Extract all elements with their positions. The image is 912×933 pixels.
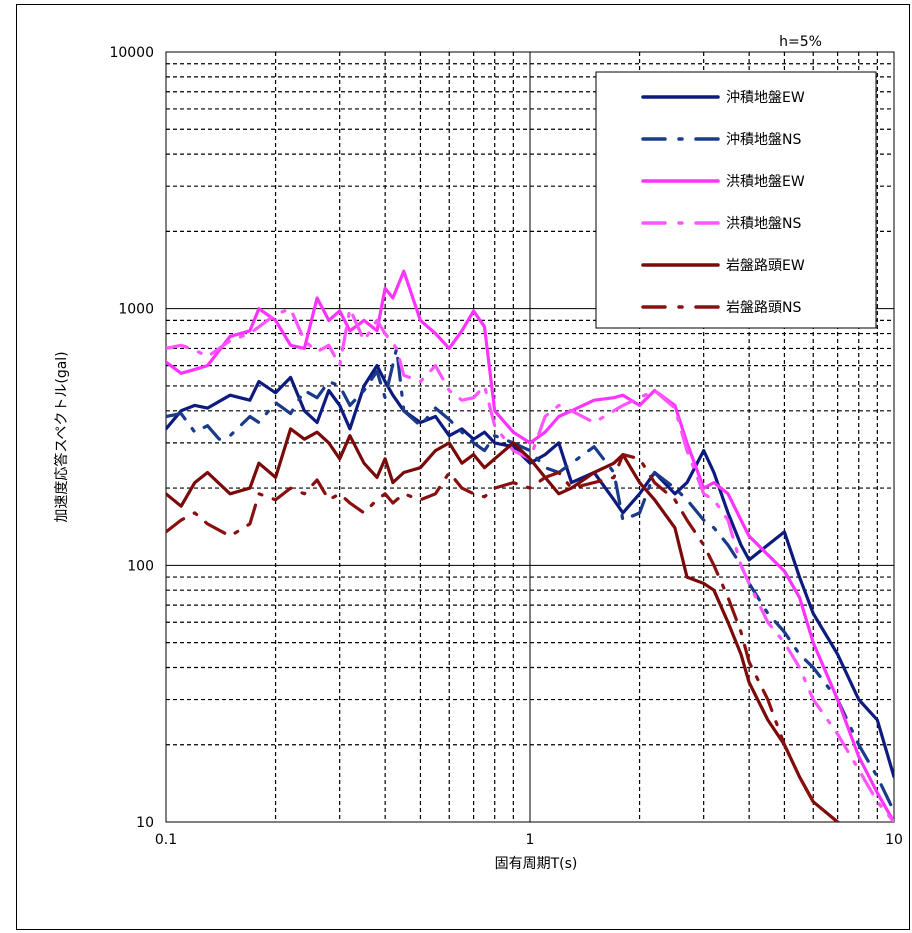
y-tick-label: 10 — [136, 815, 154, 831]
series-line-6 — [166, 453, 841, 822]
legend-label: 岩盤路頭NS — [726, 300, 801, 316]
series-line-2 — [166, 346, 894, 814]
legend: 沖積地盤EW 沖積地盤NS 洪積地盤EW 洪積地盤NS 岩盤路頭EW 岩盤路頭NS — [595, 71, 877, 329]
damping-annotation: h=5% — [779, 34, 822, 50]
x-axis-title: 固有周期T(s) — [495, 856, 578, 872]
series-layer — [166, 269, 894, 822]
x-tick-label: 10 — [885, 832, 903, 848]
plot-grid — [166, 52, 894, 822]
series-line-1 — [166, 364, 894, 779]
x-tick-label: 1 — [526, 832, 535, 848]
y-axis-title: 加速度応答スペクトル(gal) — [53, 351, 70, 522]
y-tick-label: 100 — [127, 558, 154, 574]
legend-label: 洪積地盤EW — [726, 174, 805, 190]
legend-label: 岩盤路頭EW — [726, 258, 805, 274]
tick-labels: 0.1 1 10 10 100 1000 10000 — [109, 45, 902, 848]
chart-frame — [16, 4, 910, 930]
series-line-5 — [166, 427, 841, 822]
plot-area-border — [165, 51, 895, 823]
legend-label: 洪積地盤NS — [726, 216, 801, 232]
legend-box — [595, 71, 877, 329]
y-tick-label: 1000 — [118, 302, 154, 318]
series-line-3 — [166, 269, 894, 822]
legend-label: 沖積地盤NS — [726, 132, 801, 148]
x-tick-label: 0.1 — [155, 832, 177, 848]
legend-label: 沖積地盤EW — [726, 90, 805, 106]
y-tick-label: 10000 — [109, 45, 154, 61]
series-line-4 — [166, 307, 894, 822]
